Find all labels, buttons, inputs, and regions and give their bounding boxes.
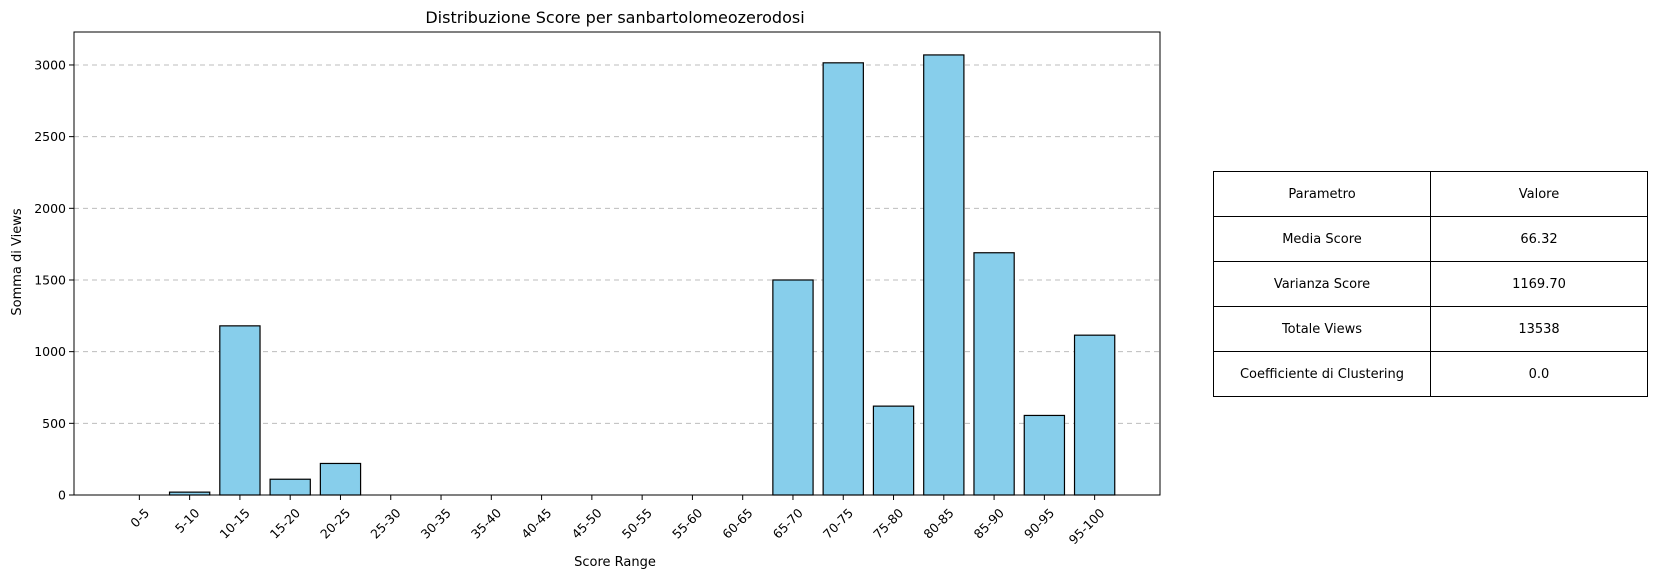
bar-15-20	[269, 478, 311, 496]
y-axis-label: Somma di Views	[10, 208, 25, 315]
x-tick-label: 75-80	[870, 505, 906, 541]
y-tick-label: 1500	[34, 272, 66, 287]
bar-75-80	[872, 405, 915, 496]
x-tick-label: 10-15	[217, 505, 253, 541]
chart-title: Distribuzione Score per sanbartolomeozer…	[425, 8, 804, 27]
bar-10-15	[219, 325, 261, 496]
table-row: Varianza Score 1169.70	[1213, 261, 1648, 307]
y-tick-label: 2500	[34, 129, 66, 144]
x-tick-label: 50-55	[619, 505, 655, 541]
axes	[73, 31, 1161, 496]
bar-90-95	[1023, 414, 1066, 496]
x-tick-label: 90-95	[1021, 505, 1057, 541]
table-cell-param: Coefficiente di Clustering	[1213, 351, 1431, 397]
bars	[168, 54, 1116, 496]
x-tick-label: 0-5	[127, 505, 152, 530]
bar-80-85	[923, 54, 965, 496]
table-row: Totale Views 13538	[1213, 306, 1648, 352]
table-cell-param: Media Score	[1213, 216, 1431, 262]
y-ticks: 0 500 1000 1500 2000 2500 3000	[34, 57, 74, 503]
table-cell-param: Varianza Score	[1213, 261, 1431, 307]
table-header-parametro: Parametro	[1213, 171, 1431, 217]
x-tick-label: 40-45	[518, 505, 554, 541]
bar-chart: 0 500 1000 1500 2000 2500 3000 0-5 5-10 10-15 15-…	[10, 8, 1161, 570]
x-tick-label: 5-10	[172, 505, 203, 536]
x-tick-label: 20-25	[317, 505, 353, 541]
x-tick-label: 85-90	[971, 505, 1007, 541]
table-header-row: Parametro Valore	[1213, 171, 1648, 217]
table-row: Media Score 66.32	[1213, 216, 1648, 262]
bar-95-100	[1073, 334, 1116, 496]
x-tick-label: 30-35	[418, 505, 454, 541]
x-tick-label: 35-40	[468, 505, 504, 541]
x-tick-label: 95-100	[1066, 505, 1108, 547]
x-tick-label: 15-20	[267, 505, 303, 541]
table-cell-value: 0.0	[1430, 351, 1648, 397]
y-tick-label: 0	[58, 488, 66, 503]
table-cell-value: 13538	[1430, 306, 1648, 352]
table-header-valore: Valore	[1430, 171, 1648, 217]
bar-20-25	[319, 462, 362, 496]
bar-70-75	[822, 62, 864, 496]
x-tick-label: 25-30	[367, 505, 403, 541]
x-tick-label: 45-50	[568, 505, 604, 541]
x-tick-label: 80-85	[920, 505, 956, 541]
x-tick-label: 65-70	[770, 505, 806, 541]
x-tick-label: 55-60	[669, 505, 705, 541]
x-tick-label: 70-75	[820, 505, 856, 541]
x-axis-label: Score Range	[574, 555, 656, 570]
plot-frame	[73, 31, 1161, 496]
y-tick-label: 3000	[34, 57, 66, 72]
bar-85-90	[973, 252, 1015, 496]
y-tick-label: 1000	[34, 344, 66, 359]
bar-65-70	[772, 279, 814, 496]
table-cell-value: 66.32	[1430, 216, 1648, 262]
table-cell-value: 1169.70	[1430, 261, 1648, 307]
table-cell-param: Totale Views	[1213, 306, 1431, 352]
y-tick-label: 500	[42, 416, 66, 431]
y-tick-label: 2000	[34, 201, 66, 216]
x-tick-label: 60-65	[719, 505, 755, 541]
table-row: Coefficiente di Clustering 0.0	[1213, 351, 1648, 397]
stats-table: Parametro Valore Media Score 66.32 Varia…	[1213, 171, 1648, 397]
x-ticks: 0-5 5-10 10-15 15-20 20-25 25-30 30-35 35-40 40-…	[127, 495, 1108, 547]
